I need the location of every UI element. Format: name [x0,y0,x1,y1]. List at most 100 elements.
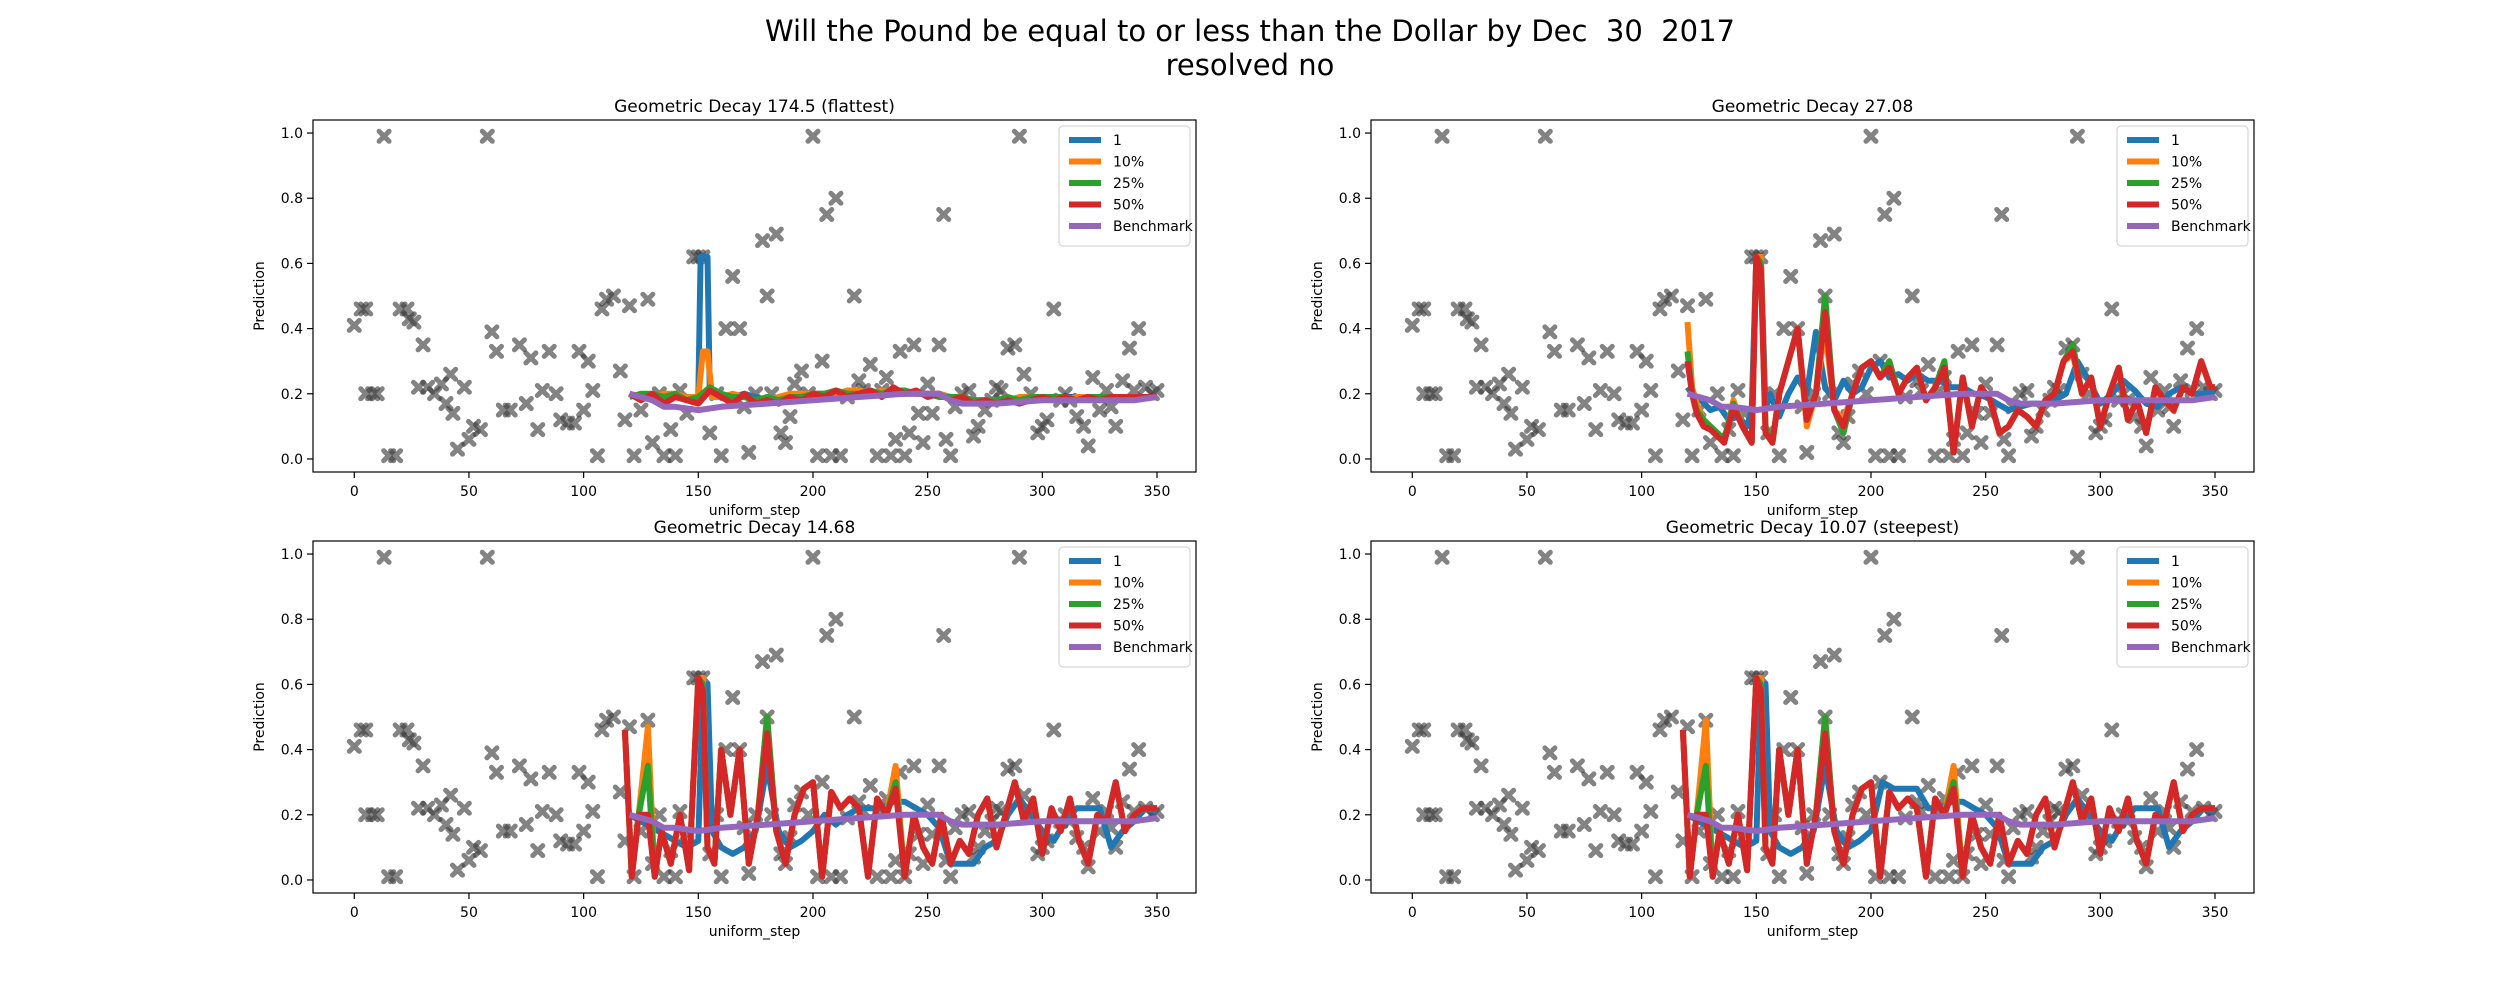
forecast-marker [1670,784,1686,800]
forecast-marker [585,383,601,399]
forecast-marker [484,745,500,761]
forecast-marker [828,190,844,206]
forecast-marker [1714,448,1730,464]
forecast-marker [1427,807,1443,823]
x-tick-label: 300 [1029,905,1056,921]
legend-label: 25% [1113,597,1144,613]
forecast-marker [773,425,789,441]
forecast-marker [961,804,977,820]
forecast-marker [472,422,488,438]
forecast-marker [906,337,922,353]
forecast-marker [1994,628,2010,644]
forecast-marker [2189,742,2205,758]
forecast-marker [2138,438,2154,454]
forecast-marker [819,207,835,223]
forecast-marker [1126,383,1142,399]
forecast-marker [388,448,404,464]
legend-label: 1 [2171,133,2180,149]
forecast-marker [1698,291,1714,307]
forecast-marker [1964,758,1980,774]
forecast-marker [2138,859,2154,875]
forecast-marker [851,373,867,389]
series-line-50pct [1679,674,2215,880]
subplot-1: 0 50 100 150 200 250 300 350 0.0 0.2 0.4 0.6 0.8 1.0 G… [252,97,1197,519]
forecast-marker [883,869,899,885]
forecast-marker [1514,800,1530,816]
series-line-benchmark [628,811,1158,835]
forecast-marker [931,337,947,353]
forecast-marker [541,343,557,359]
forecast-marker [1799,865,1815,881]
y-axis-label: Prediction [1310,682,1326,752]
forecast-marker [479,549,495,565]
forecast-marker [566,415,582,431]
forecast-marker [1927,869,1943,885]
forecast-marker [1680,298,1695,314]
y-tick-label: 0.8 [281,612,303,628]
forecast-marker [725,268,741,284]
forecast-marker [1149,383,1165,399]
forecast-marker [1946,852,1962,868]
y-tick-label: 0.4 [1339,322,1361,338]
y-tick-label: 0.4 [1339,743,1361,759]
y-tick-label: 0.8 [1339,612,1361,628]
forecast-marker [1863,128,1879,144]
forecast-marker [523,350,539,366]
x-tick-label: 100 [570,905,597,921]
x-tick-label: 200 [1858,905,1885,921]
forecast-marker [931,758,947,774]
x-tick-label: 300 [1029,484,1056,500]
forecast-marker [1085,369,1101,385]
forecast-marker [2179,340,2195,356]
legend-box [1058,546,1191,668]
forecast-marker [530,843,546,859]
figure-title: Will the Pound be equal to or less than … [0,14,2500,82]
y-tick-label: 1.0 [281,547,303,563]
forecast-marker [346,738,362,754]
y-axis-label: Prediction [252,682,268,752]
forecast-marker [1941,869,1957,885]
x-tick-label: 250 [914,905,941,921]
forecast-marker [369,386,385,402]
x-tick-label: 200 [1858,484,1885,500]
forecast-marker [1643,383,1659,399]
forecast-marker [1730,383,1746,399]
forecast-marker [1464,314,1480,330]
forecast-marker [541,764,557,780]
forecast-marker [406,735,422,751]
x-tick-label: 0 [350,484,359,500]
forecast-marker [1121,761,1137,777]
forecast-marker [915,856,931,872]
forecast-marker [1973,856,1989,872]
forecast-marker [862,356,878,372]
forecast-marker [1046,722,1062,738]
x-axis-label: uniform_step [1767,503,1859,519]
forecast-marker [777,435,793,451]
forecast-marker [461,852,477,868]
forecast-marker [2179,761,2195,777]
series-line-benchmark [1686,811,2216,835]
forecast-marker [1404,738,1420,754]
legend-box [2116,125,2249,247]
x-tick-label: 350 [2202,905,2229,921]
axes-frame [1370,119,2255,473]
forecast-marker [1121,340,1137,356]
forecast-marker [605,288,621,304]
forecast-marker [1877,628,1893,644]
forecast-marker [1519,852,1535,868]
forecast-marker [1011,128,1027,144]
axes-frame [312,119,1197,473]
forecast-marker [2001,448,2017,464]
forecast-marker [1076,418,1092,434]
forecast-marker [1427,386,1443,402]
forecast-marker [2065,758,2081,774]
forecast-marker [406,314,422,330]
forecast-marker [833,869,849,885]
legend-label: Benchmark [1113,219,1194,235]
forecast-marker [869,869,885,885]
forecast-marker [1989,337,2005,353]
forecast-marker [1131,742,1147,758]
forecast-marker [1592,804,1608,820]
forecast-marker [1714,869,1730,885]
y-tick-label: 0.0 [1339,873,1361,889]
